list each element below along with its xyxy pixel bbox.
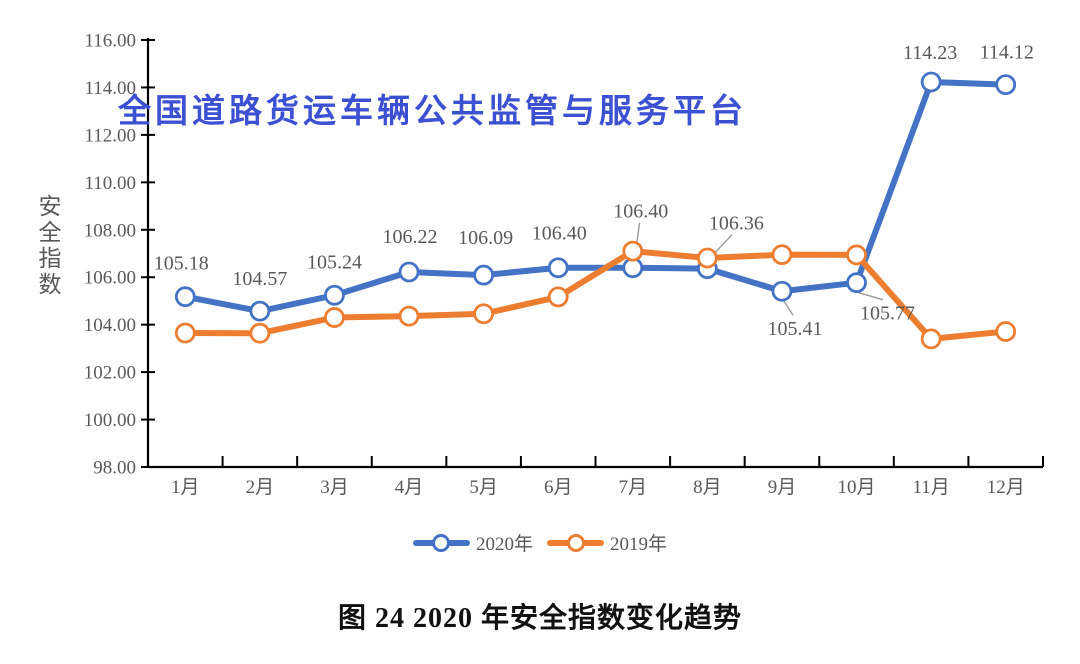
x-tick-label: 3月: [320, 477, 349, 498]
axes: 98.00 100.00 102.00 104.00 106.00 108.00 110.0…: [84, 31, 1044, 498]
data-point-marker: [696, 247, 718, 269]
data-point-marker: [547, 286, 569, 308]
x-tick-label: 2月: [246, 477, 275, 498]
data-point-marker: [473, 264, 495, 286]
x-tick-label: 7月: [619, 477, 648, 498]
data-point-marker: [473, 303, 495, 325]
data-point-marker: [174, 322, 196, 344]
series-line-2019年: [182, 248, 1009, 342]
data-label: 106.36: [709, 213, 764, 235]
leader-line: [783, 300, 794, 316]
data-label: 114.12: [980, 42, 1034, 64]
legend-line-marker-2020-icon: [412, 533, 470, 552]
x-tick-label: 6月: [544, 477, 573, 498]
data-point-marker: [398, 305, 420, 327]
data-point-marker: [324, 307, 345, 328]
y-axis-title: 安全指数: [35, 194, 60, 298]
x-tick-label: 8月: [693, 477, 722, 498]
data-point-marker: [771, 244, 793, 266]
x-tick-label: 10月: [838, 477, 876, 498]
data-label: 105.41: [767, 318, 822, 340]
polyline: [182, 248, 1009, 342]
legend-line-marker-2019-icon: [547, 533, 604, 552]
data-labels-2020年: 105.18 104.57 105.24 106.22 106.09 106.40 106.…: [154, 42, 1034, 341]
y-tick-label: 116.00: [84, 31, 136, 52]
y-tick-label: 110.00: [84, 173, 136, 194]
x-tick-label: 12月: [987, 477, 1025, 498]
data-label: 106.40: [532, 223, 587, 245]
series-line-2020年: [182, 78, 1009, 315]
y-tick-label: 112.00: [84, 125, 136, 146]
y-tick-label: 104.00: [84, 315, 136, 336]
data-point-marker: [846, 272, 867, 294]
data-label: 106.09: [458, 227, 513, 249]
data-label: 105.77: [860, 303, 915, 325]
legend-circle-marker-2020-icon: [432, 533, 451, 552]
data-label: 106.22: [383, 226, 438, 248]
y-tick-label: 114.00: [84, 78, 136, 99]
data-point-marker: [846, 244, 867, 266]
data-point-marker: [622, 240, 644, 262]
data-point-marker: [249, 300, 271, 322]
x-tick-label: 5月: [469, 477, 498, 498]
data-point-marker: [920, 328, 942, 350]
polyline: [182, 78, 1009, 315]
y-tick-label: 98.00: [93, 458, 136, 479]
x-tick-label: 9月: [768, 477, 797, 498]
data-label: 105.18: [154, 253, 209, 275]
data-point-marker: [920, 71, 942, 93]
data-point-marker: [398, 261, 420, 283]
figure-caption: 图 24 2020 年安全指数变化趋势: [337, 603, 742, 634]
legend-label-2019: 2019年: [610, 534, 668, 555]
chart-legend: 2020年 2019年: [0, 529, 1080, 556]
data-point-marker: [995, 74, 1017, 95]
data-point-marker: [547, 257, 569, 279]
data-point-marker: [324, 284, 345, 306]
legend-item-2019: 2019年: [547, 529, 667, 556]
y-tick-label: 102.00: [84, 363, 136, 384]
x-tick-label: 11月: [912, 477, 949, 498]
x-tick-label: 4月: [395, 477, 424, 498]
data-label: 106.40: [613, 201, 668, 223]
legend-label-2020: 2020年: [475, 534, 533, 555]
data-label: 105.24: [307, 251, 362, 273]
data-label: 104.57: [232, 268, 287, 290]
data-point-marker: [174, 286, 196, 308]
line-chart: 98.00 100.00 102.00 104.00 106.00 108.00 110.0…: [84, 31, 1044, 498]
leader-line: [858, 292, 884, 301]
legend-item-2020: 2020年: [412, 529, 533, 556]
data-label: 114.23: [903, 42, 957, 64]
series-markers-2019年: [174, 240, 1017, 350]
y-tick-label: 106.00: [84, 268, 136, 289]
y-tick-label: 108.00: [84, 220, 136, 241]
data-point-marker: [249, 322, 271, 344]
data-point-marker: [771, 280, 793, 302]
y-tick-label: 100.00: [84, 410, 136, 431]
x-tick-label: 1月: [171, 477, 200, 498]
series-markers-2020年: [174, 71, 1017, 322]
data-point-marker: [995, 321, 1017, 342]
legend-circle-marker-2019-icon: [566, 533, 585, 552]
